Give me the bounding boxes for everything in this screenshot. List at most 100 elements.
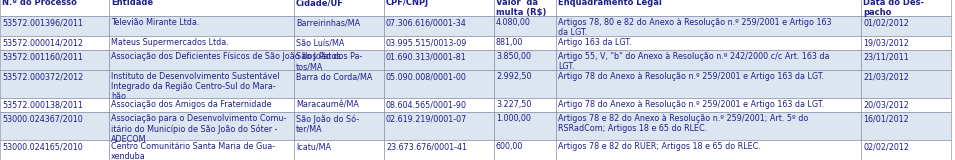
Bar: [294, 0, 384, 16]
Text: Cidade/UF: Cidade/UF: [296, 0, 344, 7]
Bar: [494, 16, 556, 36]
Bar: [861, 70, 951, 98]
Bar: [556, 112, 861, 140]
Text: 03.995.515/0013-09: 03.995.515/0013-09: [386, 38, 467, 47]
Text: 20/03/2012: 20/03/2012: [863, 100, 909, 109]
Bar: [556, 50, 861, 70]
Text: CPF/CNPJ: CPF/CNPJ: [386, 0, 429, 7]
Bar: [109, 70, 294, 98]
Text: 02.619.219/0001-07: 02.619.219/0001-07: [386, 114, 467, 123]
Bar: [861, 50, 951, 70]
Text: 53000.024165/2010: 53000.024165/2010: [2, 142, 83, 151]
Bar: [861, 98, 951, 112]
Bar: [0, 50, 109, 70]
Text: São João dos Pa-
tos/MA: São João dos Pa- tos/MA: [296, 52, 362, 71]
Bar: [384, 112, 494, 140]
Text: 53000.024367/2010: 53000.024367/2010: [2, 114, 83, 123]
Bar: [384, 0, 494, 16]
Text: 1.000,00: 1.000,00: [496, 114, 531, 123]
Bar: [109, 50, 294, 70]
Bar: [294, 16, 384, 36]
Text: Artigos 78 e 82 do Anexo à Resolução n.º 259/2001; Art. 5º do
RSRadCom; Artigos : Artigos 78 e 82 do Anexo à Resolução n.º…: [558, 114, 808, 133]
Bar: [109, 140, 294, 160]
Bar: [109, 0, 294, 16]
Text: 53572.000372/2012: 53572.000372/2012: [2, 72, 83, 81]
Bar: [0, 98, 109, 112]
Text: 2.992,50: 2.992,50: [496, 72, 532, 81]
Bar: [109, 98, 294, 112]
Text: 08.604.565/0001-90: 08.604.565/0001-90: [386, 100, 467, 109]
Text: Artigo 55, V, "b" do Anexo à Resolução n.º 242/2000 c/c Art. 163 da
LGT.: Artigo 55, V, "b" do Anexo à Resolução n…: [558, 52, 830, 71]
Text: Associação dos Amigos da Fraternidade: Associação dos Amigos da Fraternidade: [111, 100, 271, 109]
Text: Entidade: Entidade: [111, 0, 153, 7]
Bar: [556, 70, 861, 98]
Text: 16/01/2012: 16/01/2012: [863, 114, 909, 123]
Bar: [861, 36, 951, 50]
Text: Data do Des-
pacho: Data do Des- pacho: [863, 0, 924, 17]
Bar: [294, 70, 384, 98]
Text: Artigos 78, 80 e 82 do Anexo à Resolução n.º 259/2001 e Artigo 163
da LGT.: Artigos 78, 80 e 82 do Anexo à Resolução…: [558, 18, 832, 37]
Bar: [494, 0, 556, 16]
Bar: [494, 98, 556, 112]
Text: N.º do Processo: N.º do Processo: [2, 0, 76, 7]
Text: Associação para o Desenvolvimento Comu-
itário do Município de São João do Sóter: Associação para o Desenvolvimento Comu- …: [111, 114, 286, 144]
Text: 07.306.616/0001-34: 07.306.616/0001-34: [386, 18, 467, 27]
Text: Icatu/MA: Icatu/MA: [296, 142, 331, 151]
Text: 53572.001160/2011: 53572.001160/2011: [2, 52, 83, 61]
Bar: [494, 112, 556, 140]
Text: Associação dos Deficientes Físicos de São João dos Patos: Associação dos Deficientes Físicos de Sã…: [111, 52, 341, 61]
Text: 01/02/2012: 01/02/2012: [863, 18, 909, 27]
Bar: [0, 112, 109, 140]
Text: 05.090.008/0001-00: 05.090.008/0001-00: [386, 72, 467, 81]
Bar: [861, 112, 951, 140]
Text: 23/11/2011: 23/11/2011: [863, 52, 909, 61]
Text: São Luís/MA: São Luís/MA: [296, 38, 345, 47]
Text: 53572.000014/2012: 53572.000014/2012: [2, 38, 83, 47]
Text: 4.080,00: 4.080,00: [496, 18, 531, 27]
Bar: [556, 0, 861, 16]
Bar: [861, 140, 951, 160]
Bar: [384, 98, 494, 112]
Bar: [556, 16, 861, 36]
Text: Enquadramento Legal: Enquadramento Legal: [558, 0, 662, 7]
Bar: [0, 140, 109, 160]
Bar: [384, 16, 494, 36]
Bar: [384, 50, 494, 70]
Bar: [0, 0, 109, 16]
Text: 02/02/2012: 02/02/2012: [863, 142, 909, 151]
Bar: [494, 70, 556, 98]
Bar: [0, 70, 109, 98]
Bar: [384, 70, 494, 98]
Text: Barra do Corda/MA: Barra do Corda/MA: [296, 72, 372, 81]
Text: 881,00: 881,00: [496, 38, 523, 47]
Bar: [109, 36, 294, 50]
Bar: [294, 50, 384, 70]
Text: 53572.000138/2011: 53572.000138/2011: [2, 100, 83, 109]
Text: Mateus Supermercados Ltda.: Mateus Supermercados Ltda.: [111, 38, 229, 47]
Bar: [861, 0, 951, 16]
Text: Televião Mirante Ltda.: Televião Mirante Ltda.: [111, 18, 200, 27]
Text: 3.850,00: 3.850,00: [496, 52, 531, 61]
Text: Instituto de Desenvolvimento Sustentável
Integrado da Região Centro-Sul do Mara-: Instituto de Desenvolvimento Sustentável…: [111, 72, 280, 101]
Bar: [294, 98, 384, 112]
Bar: [556, 140, 861, 160]
Bar: [294, 36, 384, 50]
Text: Artigos 78 e 82 do RUER; Artigos 18 e 65 do RLEC.: Artigos 78 e 82 do RUER; Artigos 18 e 65…: [558, 142, 761, 151]
Bar: [109, 16, 294, 36]
Bar: [556, 36, 861, 50]
Text: Barreirinhas/MA: Barreirinhas/MA: [296, 18, 360, 27]
Text: Centro Comunitário Santa Maria de Gua-
xenduba: Centro Comunitário Santa Maria de Gua- x…: [111, 142, 275, 160]
Text: 53572.001396/2011: 53572.001396/2011: [2, 18, 83, 27]
Bar: [0, 16, 109, 36]
Bar: [384, 36, 494, 50]
Text: 19/03/2012: 19/03/2012: [863, 38, 909, 47]
Text: Artigo 78 do Anexo à Resolução n.º 259/2001 e Artigo 163 da LGT.: Artigo 78 do Anexo à Resolução n.º 259/2…: [558, 72, 824, 81]
Bar: [494, 36, 556, 50]
Text: 23.673.676/0001-41: 23.673.676/0001-41: [386, 142, 467, 151]
Text: 600,00: 600,00: [496, 142, 523, 151]
Bar: [556, 98, 861, 112]
Text: Artigo 78 do Anexo à Resolução n.º 259/2001 e Artigo 163 da LGT.: Artigo 78 do Anexo à Resolução n.º 259/2…: [558, 100, 824, 109]
Bar: [109, 112, 294, 140]
Bar: [294, 140, 384, 160]
Bar: [494, 140, 556, 160]
